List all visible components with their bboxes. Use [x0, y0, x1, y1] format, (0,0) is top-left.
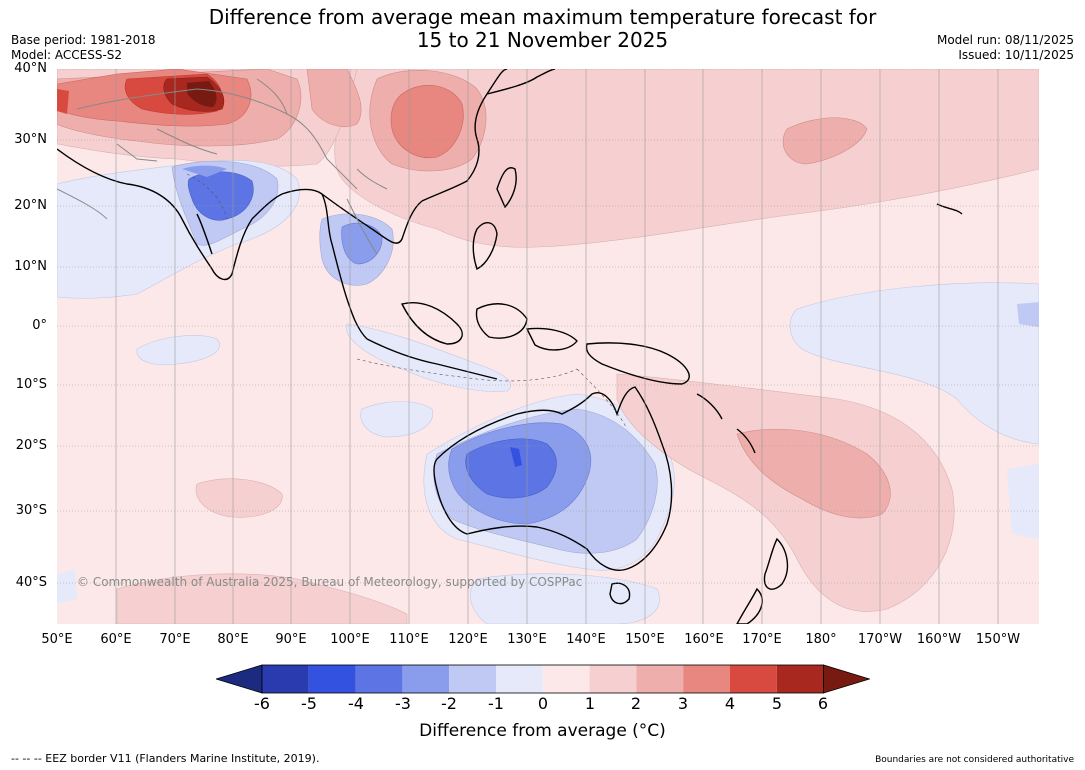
graticule	[57, 69, 1039, 624]
lon-label: 160°E	[684, 632, 724, 647]
legend-swatch	[636, 665, 684, 693]
cool-region-australia-3-4	[465, 438, 557, 499]
eez-note: -- -- -- EEZ border V11 (Flanders Marine…	[11, 752, 320, 765]
legend-tick: -1	[488, 694, 504, 713]
cool-region-east-pacific	[789, 282, 1039, 445]
warm-region-southwest-pacific-core	[736, 428, 891, 519]
model-run: Model run: 08/11/2025	[936, 33, 1074, 47]
lon-label: 180°	[805, 632, 837, 647]
country-borders	[57, 78, 388, 255]
legend-frame	[261, 664, 824, 694]
legend-tick: -2	[441, 694, 457, 713]
warm-region-north-pacific	[334, 69, 1039, 248]
cool-region-south-west	[57, 569, 77, 604]
legend-tick: 5	[771, 694, 783, 713]
legend-tick: 0	[537, 694, 549, 713]
cool-region-maritime	[346, 323, 512, 392]
legend-swatch	[496, 665, 543, 693]
lon-label: 80°E	[217, 632, 249, 647]
lon-label: 160°W	[916, 632, 962, 647]
legend-swatch	[308, 665, 356, 693]
cool-region-australia-4-5	[510, 447, 522, 467]
lon-label: 150°E	[625, 632, 665, 647]
warm-region-north-pacific-blob	[782, 117, 868, 165]
legend-tick: -5	[301, 694, 317, 713]
lat-label: 10°S	[15, 377, 47, 392]
legend-tick: -3	[395, 694, 411, 713]
lat-label: 10°N	[14, 259, 47, 274]
lat-label: 0°	[32, 318, 47, 333]
lat-label: 20°N	[14, 198, 47, 213]
lon-label: 150°W	[975, 632, 1021, 647]
legend-tick: 1	[584, 694, 596, 713]
cool-region-india-3-4	[182, 165, 227, 177]
legend-swatch	[449, 665, 496, 693]
boundaries-note: Boundaries are not considered authoritat…	[875, 755, 1074, 765]
cool-region-sio	[360, 401, 434, 438]
meta-left: Base period: 1981-2018 Model: ACCESS-S2	[11, 33, 156, 63]
lon-label: 50°E	[41, 632, 73, 647]
legend-swatch	[355, 665, 403, 693]
lon-label: 130°E	[507, 632, 547, 647]
lon-label: 90°E	[275, 632, 307, 647]
legend-colorbar	[216, 664, 870, 694]
lon-label: 140°E	[566, 632, 606, 647]
legend-swatch	[683, 665, 730, 693]
base-period: Base period: 1981-2018	[11, 33, 156, 47]
eez-borders	[186, 173, 628, 430]
map-title-line2: 15 to 21 November 2025	[416, 28, 669, 52]
lon-label: 60°E	[100, 632, 132, 647]
warm-region-south-io	[116, 573, 408, 624]
coastlines	[57, 69, 963, 624]
lat-label: 30°N	[14, 132, 47, 147]
warm-region-4-5-west	[57, 89, 69, 114]
warm-region-2-3-tibet	[306, 69, 362, 128]
lon-label: 70°E	[159, 632, 191, 647]
cool-region-southeast	[1007, 464, 1039, 539]
lon-label: 170°E	[742, 632, 782, 647]
legend-extend-low	[216, 664, 263, 694]
legend-swatch	[262, 665, 309, 693]
lon-label: 170°W	[857, 632, 903, 647]
legend-tick: 2	[630, 694, 642, 713]
legend-swatch	[730, 665, 777, 693]
legend-tick: 6	[817, 694, 829, 713]
legend-swatch	[589, 665, 637, 693]
cool-region-east-pacific-inner	[1017, 302, 1039, 327]
cool-region-equatorial-io	[136, 335, 220, 366]
meta-right: Model run: 08/11/2025 Issued: 10/11/2025	[937, 33, 1074, 63]
warm-region-6plus-core	[187, 81, 217, 107]
legend-tick: -4	[348, 694, 364, 713]
warm-region-west-io	[195, 478, 283, 518]
legend-swatch	[776, 665, 824, 693]
model-name: Model: ACCESS-S2	[11, 48, 123, 62]
lon-label: 110°E	[389, 632, 429, 647]
legend-tick: 3	[677, 694, 689, 713]
legend-title: Difference from average (°C)	[419, 721, 666, 741]
legend-extend-high	[823, 664, 870, 694]
legend-tick: 4	[724, 694, 736, 713]
anomaly-map: © Commonwealth of Australia 2025, Bureau…	[57, 69, 1039, 624]
copyright-text: © Commonwealth of Australia 2025, Bureau…	[77, 575, 582, 589]
lon-label: 100°E	[330, 632, 370, 647]
lat-label: 20°S	[15, 438, 47, 453]
lat-label: 40°S	[15, 575, 47, 590]
legend-tick: -6	[254, 694, 270, 713]
lat-label: 30°S	[15, 503, 47, 518]
map-title-line1: Difference from average mean maximum tem…	[208, 5, 877, 29]
issued-date: Issued: 10/11/2025	[958, 48, 1074, 62]
legend-swatch	[542, 665, 590, 693]
lat-label: 40°N	[14, 61, 47, 76]
lon-label: 120°E	[448, 632, 488, 647]
legend-swatch	[402, 665, 450, 693]
